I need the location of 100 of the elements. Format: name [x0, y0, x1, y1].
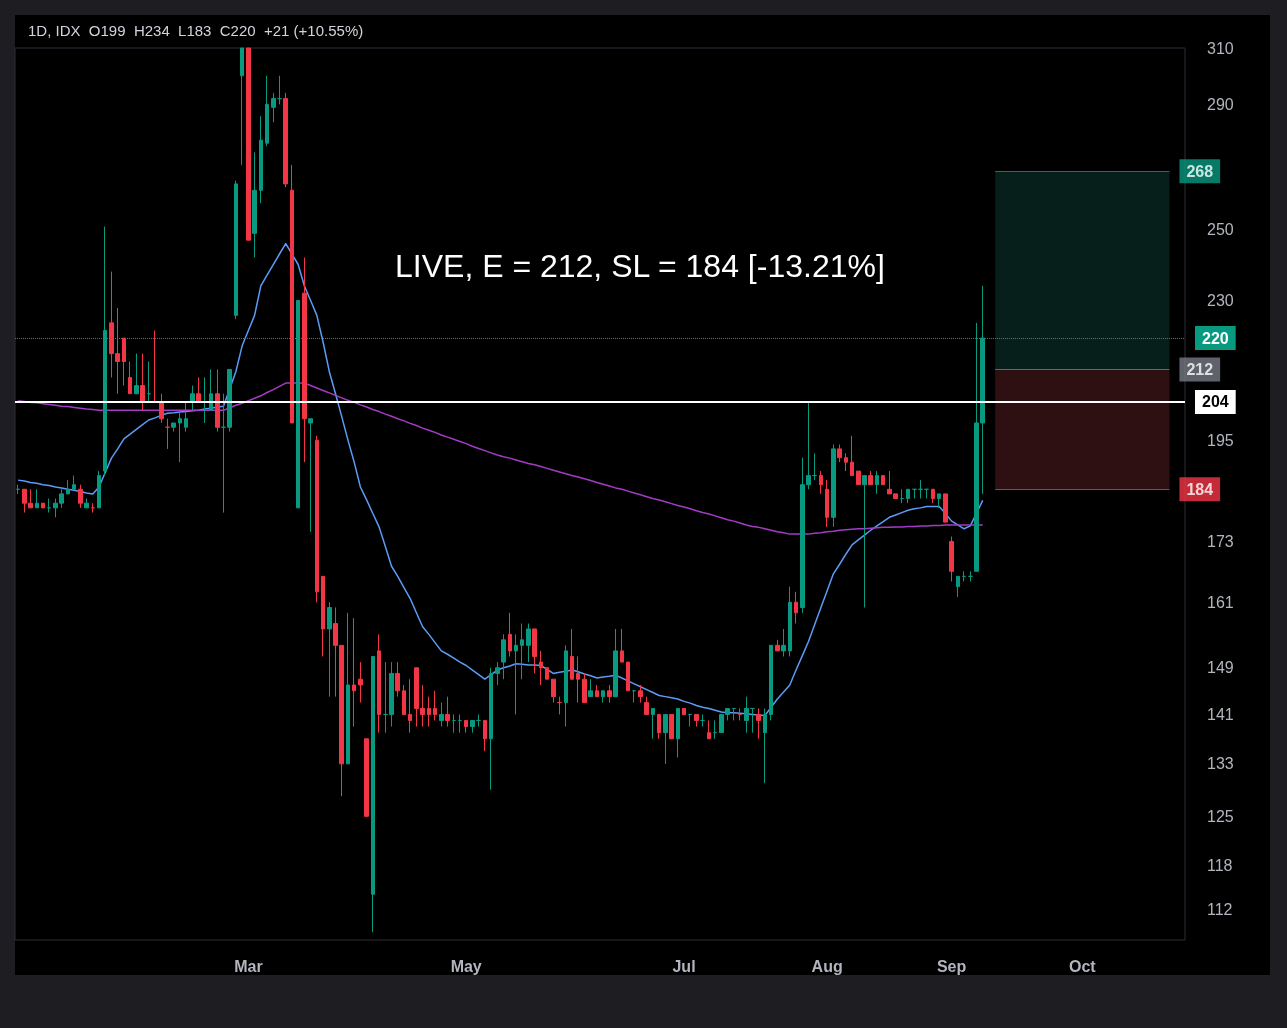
candlestick — [476, 713, 481, 728]
candlestick — [663, 713, 668, 765]
candlestick — [358, 661, 363, 704]
y-tick-label: 161 — [1207, 593, 1234, 611]
candlestick — [408, 678, 412, 734]
candlestick — [91, 502, 95, 514]
candlestick — [775, 639, 780, 652]
candlestick — [688, 713, 692, 728]
candlestick — [707, 719, 711, 740]
x-tick-label: Jul — [672, 957, 696, 975]
candlestick — [352, 617, 356, 728]
candlestick — [72, 475, 76, 490]
ref-line-label: 204 — [1202, 393, 1229, 411]
candlestick — [520, 623, 524, 680]
candlestick — [651, 707, 655, 740]
candlestick — [321, 575, 325, 657]
x-tick-label: May — [450, 957, 482, 975]
candlestick — [956, 575, 960, 598]
candlestick — [576, 655, 580, 704]
candlestick — [501, 633, 506, 680]
y-tick-label: 173 — [1207, 532, 1234, 550]
candlestick — [377, 633, 381, 734]
candlestick — [464, 719, 468, 734]
candlestick — [812, 452, 817, 481]
candlestick — [277, 75, 282, 105]
y-tick-label: 250 — [1207, 221, 1234, 239]
candlestick — [395, 661, 400, 698]
candlestick — [868, 470, 873, 486]
y-tick-label: 230 — [1207, 292, 1234, 310]
candlestick — [240, 47, 244, 166]
candlestick — [458, 713, 462, 734]
candlestick — [290, 164, 294, 424]
candlestick — [514, 633, 518, 715]
candlestick — [203, 376, 207, 424]
y-tick-label: 141 — [1207, 705, 1234, 723]
candlestick — [364, 738, 369, 817]
candlestick — [644, 696, 649, 715]
candlestick — [315, 435, 319, 603]
candlestick — [259, 115, 263, 204]
candlestick — [819, 470, 823, 495]
candlestick — [837, 444, 842, 463]
candlestick — [134, 353, 139, 395]
y-tick-label: 290 — [1207, 95, 1234, 113]
candlestick — [694, 713, 699, 728]
candlestick — [850, 435, 854, 477]
candlestick — [140, 353, 145, 411]
candlestick — [302, 256, 307, 463]
y-tick-label: 118 — [1207, 856, 1233, 874]
candlestick — [713, 719, 717, 740]
candlestick — [756, 707, 761, 740]
candlestick — [825, 479, 829, 528]
candlestick — [66, 479, 70, 495]
y-tick-label: 149 — [1207, 659, 1234, 677]
candlestick — [613, 628, 618, 698]
candlestick — [831, 444, 836, 528]
candlestick — [122, 337, 126, 387]
y-tick-label: 310 — [1207, 39, 1234, 57]
x-tick-label: Sep — [936, 957, 967, 975]
candlestick — [856, 470, 861, 486]
candlestick — [937, 493, 941, 509]
annotation: LIVE, E = 212, SL = 184 [-13.21%] — [395, 248, 885, 284]
candlestick — [881, 475, 885, 486]
candlestick — [427, 696, 431, 728]
candlestick — [588, 678, 593, 698]
candlestick — [165, 418, 170, 450]
candlestick — [445, 696, 450, 728]
candlestick — [626, 661, 630, 692]
candlestick — [308, 418, 313, 533]
line-series — [17, 382, 984, 535]
candlestick — [452, 713, 456, 734]
candlestick — [346, 612, 350, 765]
ref-line-label: 212 — [1186, 360, 1214, 378]
ref-line-label: 268 — [1186, 162, 1214, 180]
candlestick — [564, 644, 568, 728]
candlestick — [402, 684, 406, 715]
candlestick — [844, 452, 848, 472]
candlestick — [657, 713, 661, 740]
candlestick — [682, 707, 686, 715]
candlestick — [601, 690, 605, 704]
x-tick-label: Oct — [1068, 957, 1097, 975]
candlestick — [78, 484, 83, 509]
candlestick — [196, 376, 201, 403]
candlestick — [153, 329, 157, 403]
candlestick — [539, 650, 543, 686]
candlestick — [84, 498, 89, 509]
candlestick — [265, 75, 269, 147]
candlestick — [968, 570, 973, 582]
candlestick — [918, 479, 923, 500]
y-tick-label: 112 — [1207, 900, 1233, 918]
candlestick — [495, 661, 500, 686]
candlestick — [931, 488, 935, 504]
ref-line-label: 184 — [1186, 480, 1214, 498]
candlestick — [97, 470, 101, 509]
candlestick — [171, 422, 176, 433]
candlestick — [788, 586, 792, 657]
candlestick — [620, 628, 624, 663]
candlestick — [439, 702, 444, 728]
candlestick — [215, 368, 220, 433]
candlestick — [557, 696, 562, 715]
candlestick — [638, 684, 643, 704]
